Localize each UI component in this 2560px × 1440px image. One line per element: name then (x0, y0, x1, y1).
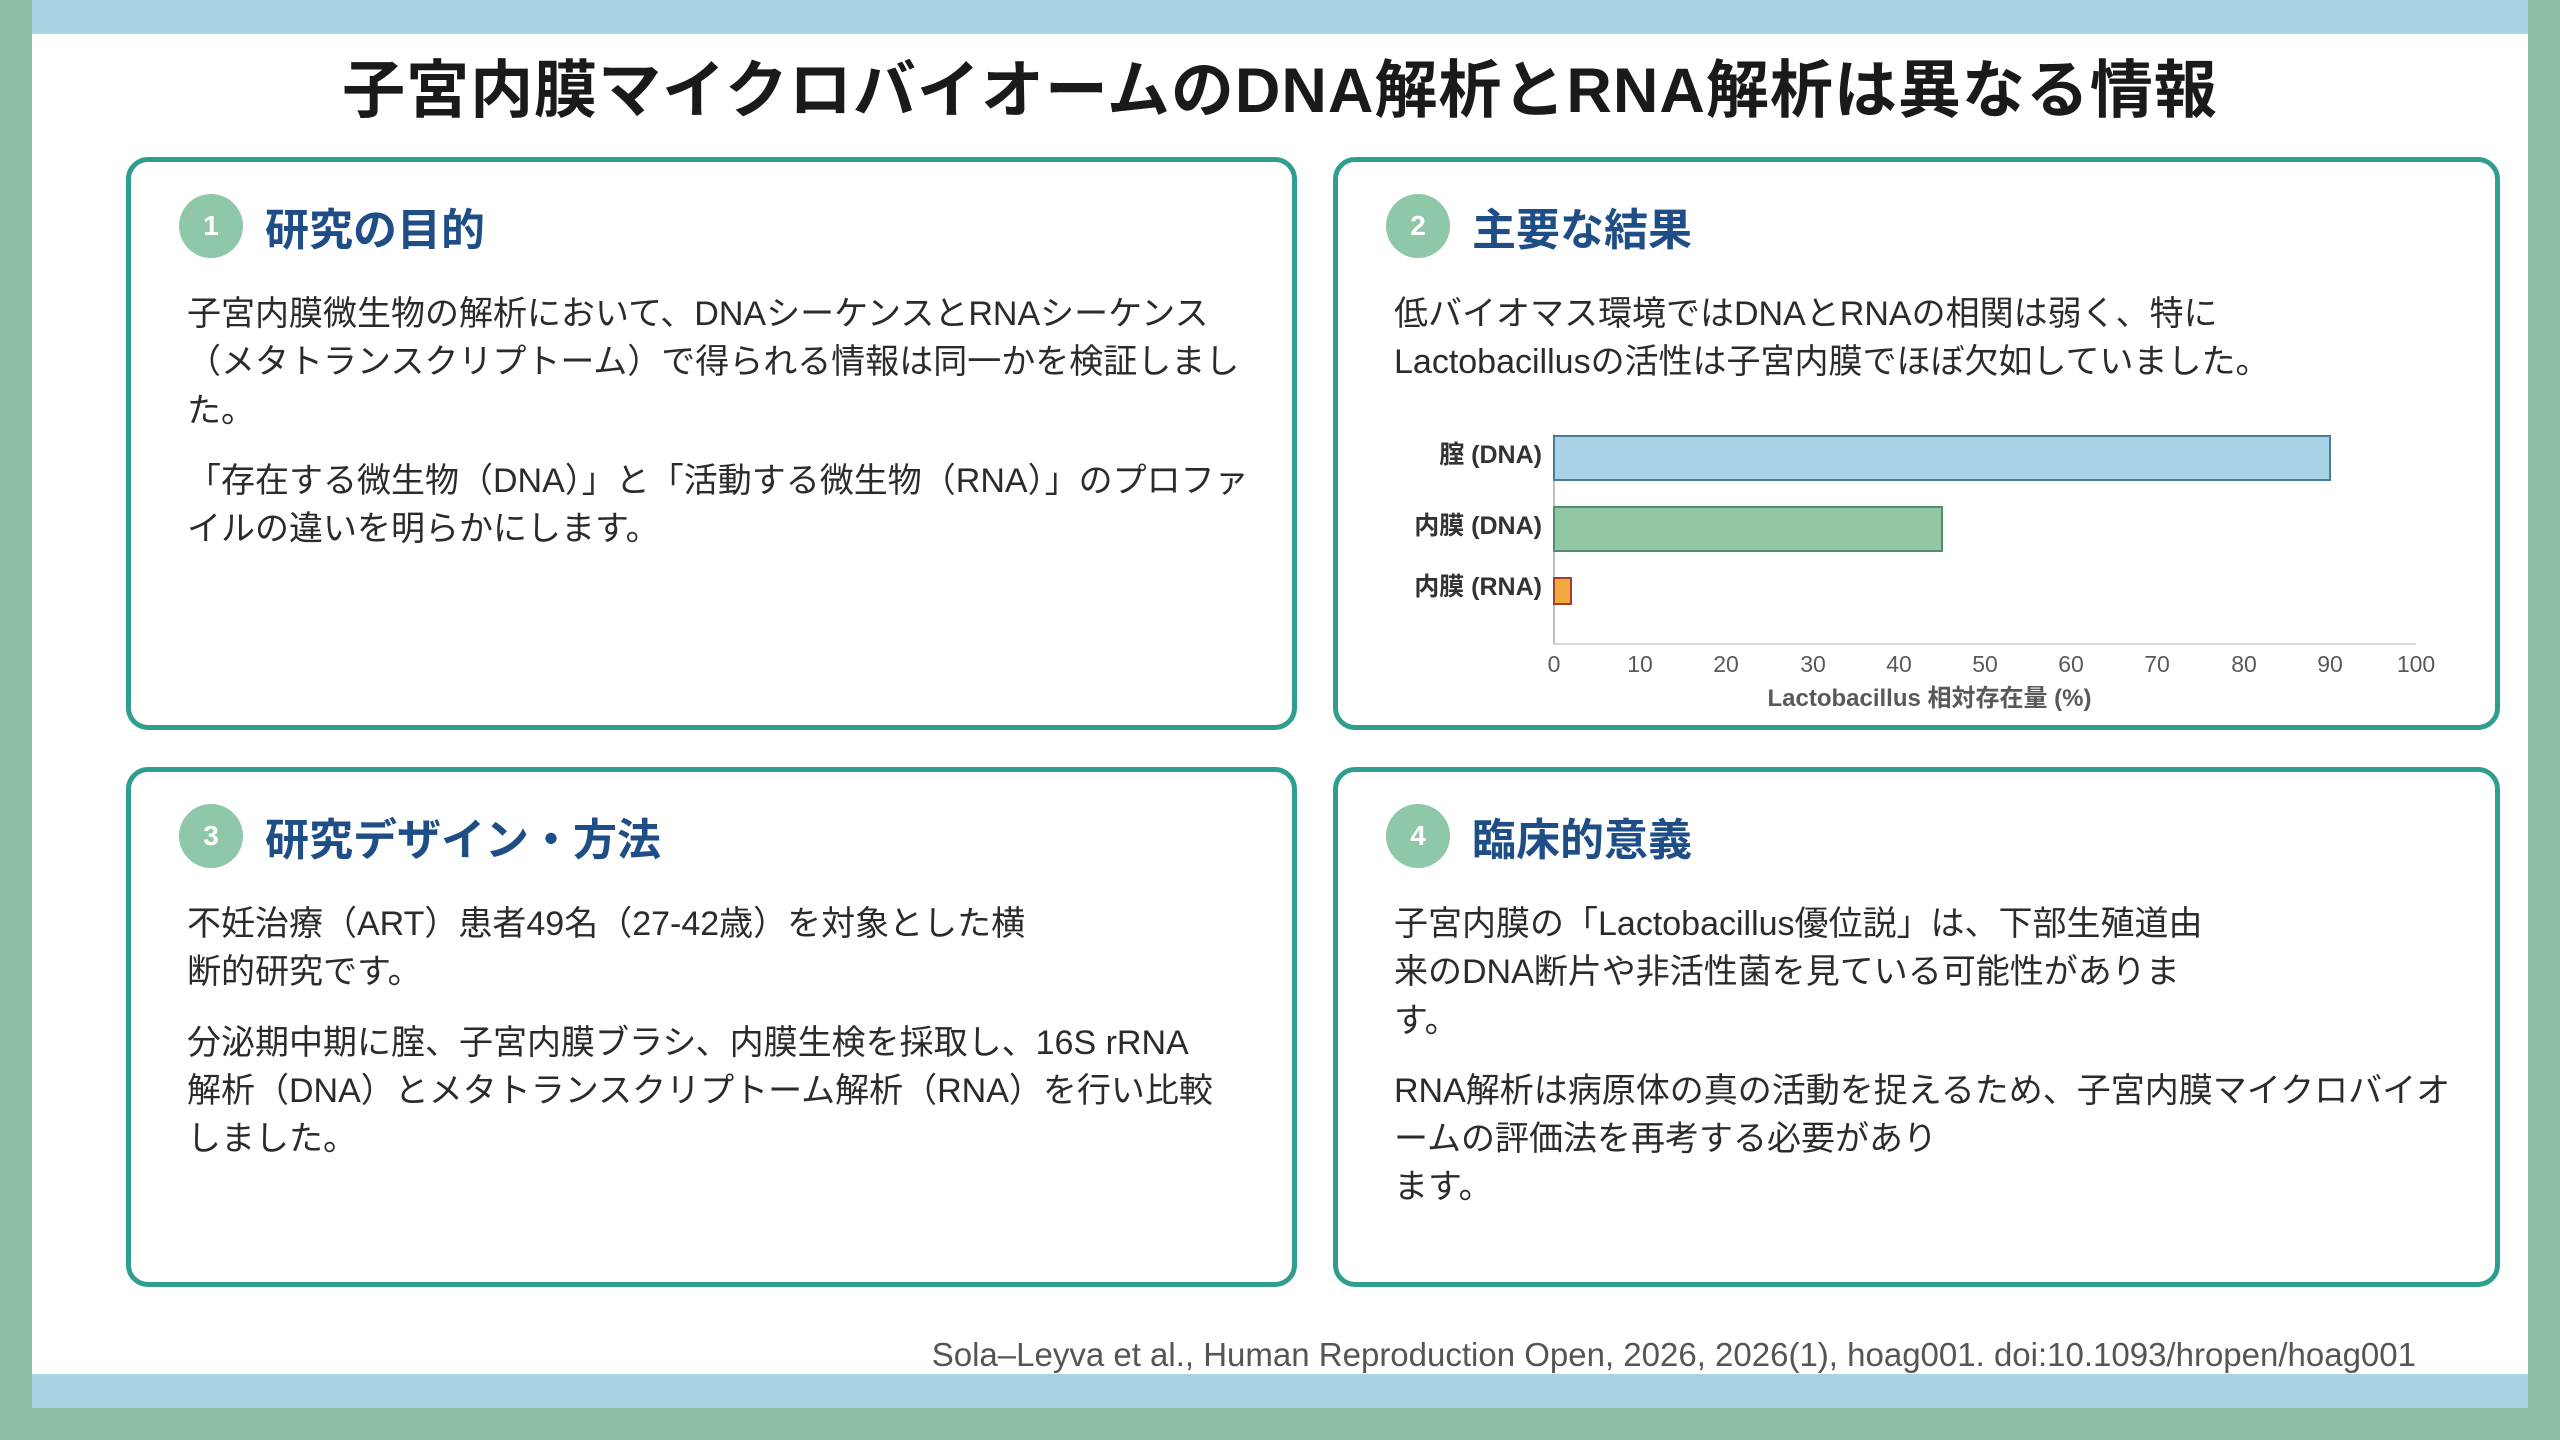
svg-text:80: 80 (2231, 651, 2257, 677)
svg-text:70: 70 (2144, 651, 2170, 677)
svg-text:内膜 (RNA): 内膜 (RNA) (1414, 573, 1542, 601)
svg-text:90: 90 (2317, 651, 2343, 677)
svg-text:内膜 (DNA): 内膜 (DNA) (1414, 512, 1542, 540)
svg-text:腟 (DNA): 腟 (DNA) (1439, 441, 1542, 469)
svg-text:50: 50 (1972, 651, 1998, 677)
svg-text:60: 60 (2058, 651, 2084, 677)
svg-text:30: 30 (1800, 651, 1826, 677)
svg-text:20: 20 (1713, 651, 1739, 677)
svg-text:0: 0 (1548, 651, 1561, 677)
svg-text:40: 40 (1886, 651, 1912, 677)
svg-text:100: 100 (2397, 651, 2435, 677)
svg-text:10: 10 (1627, 651, 1653, 677)
